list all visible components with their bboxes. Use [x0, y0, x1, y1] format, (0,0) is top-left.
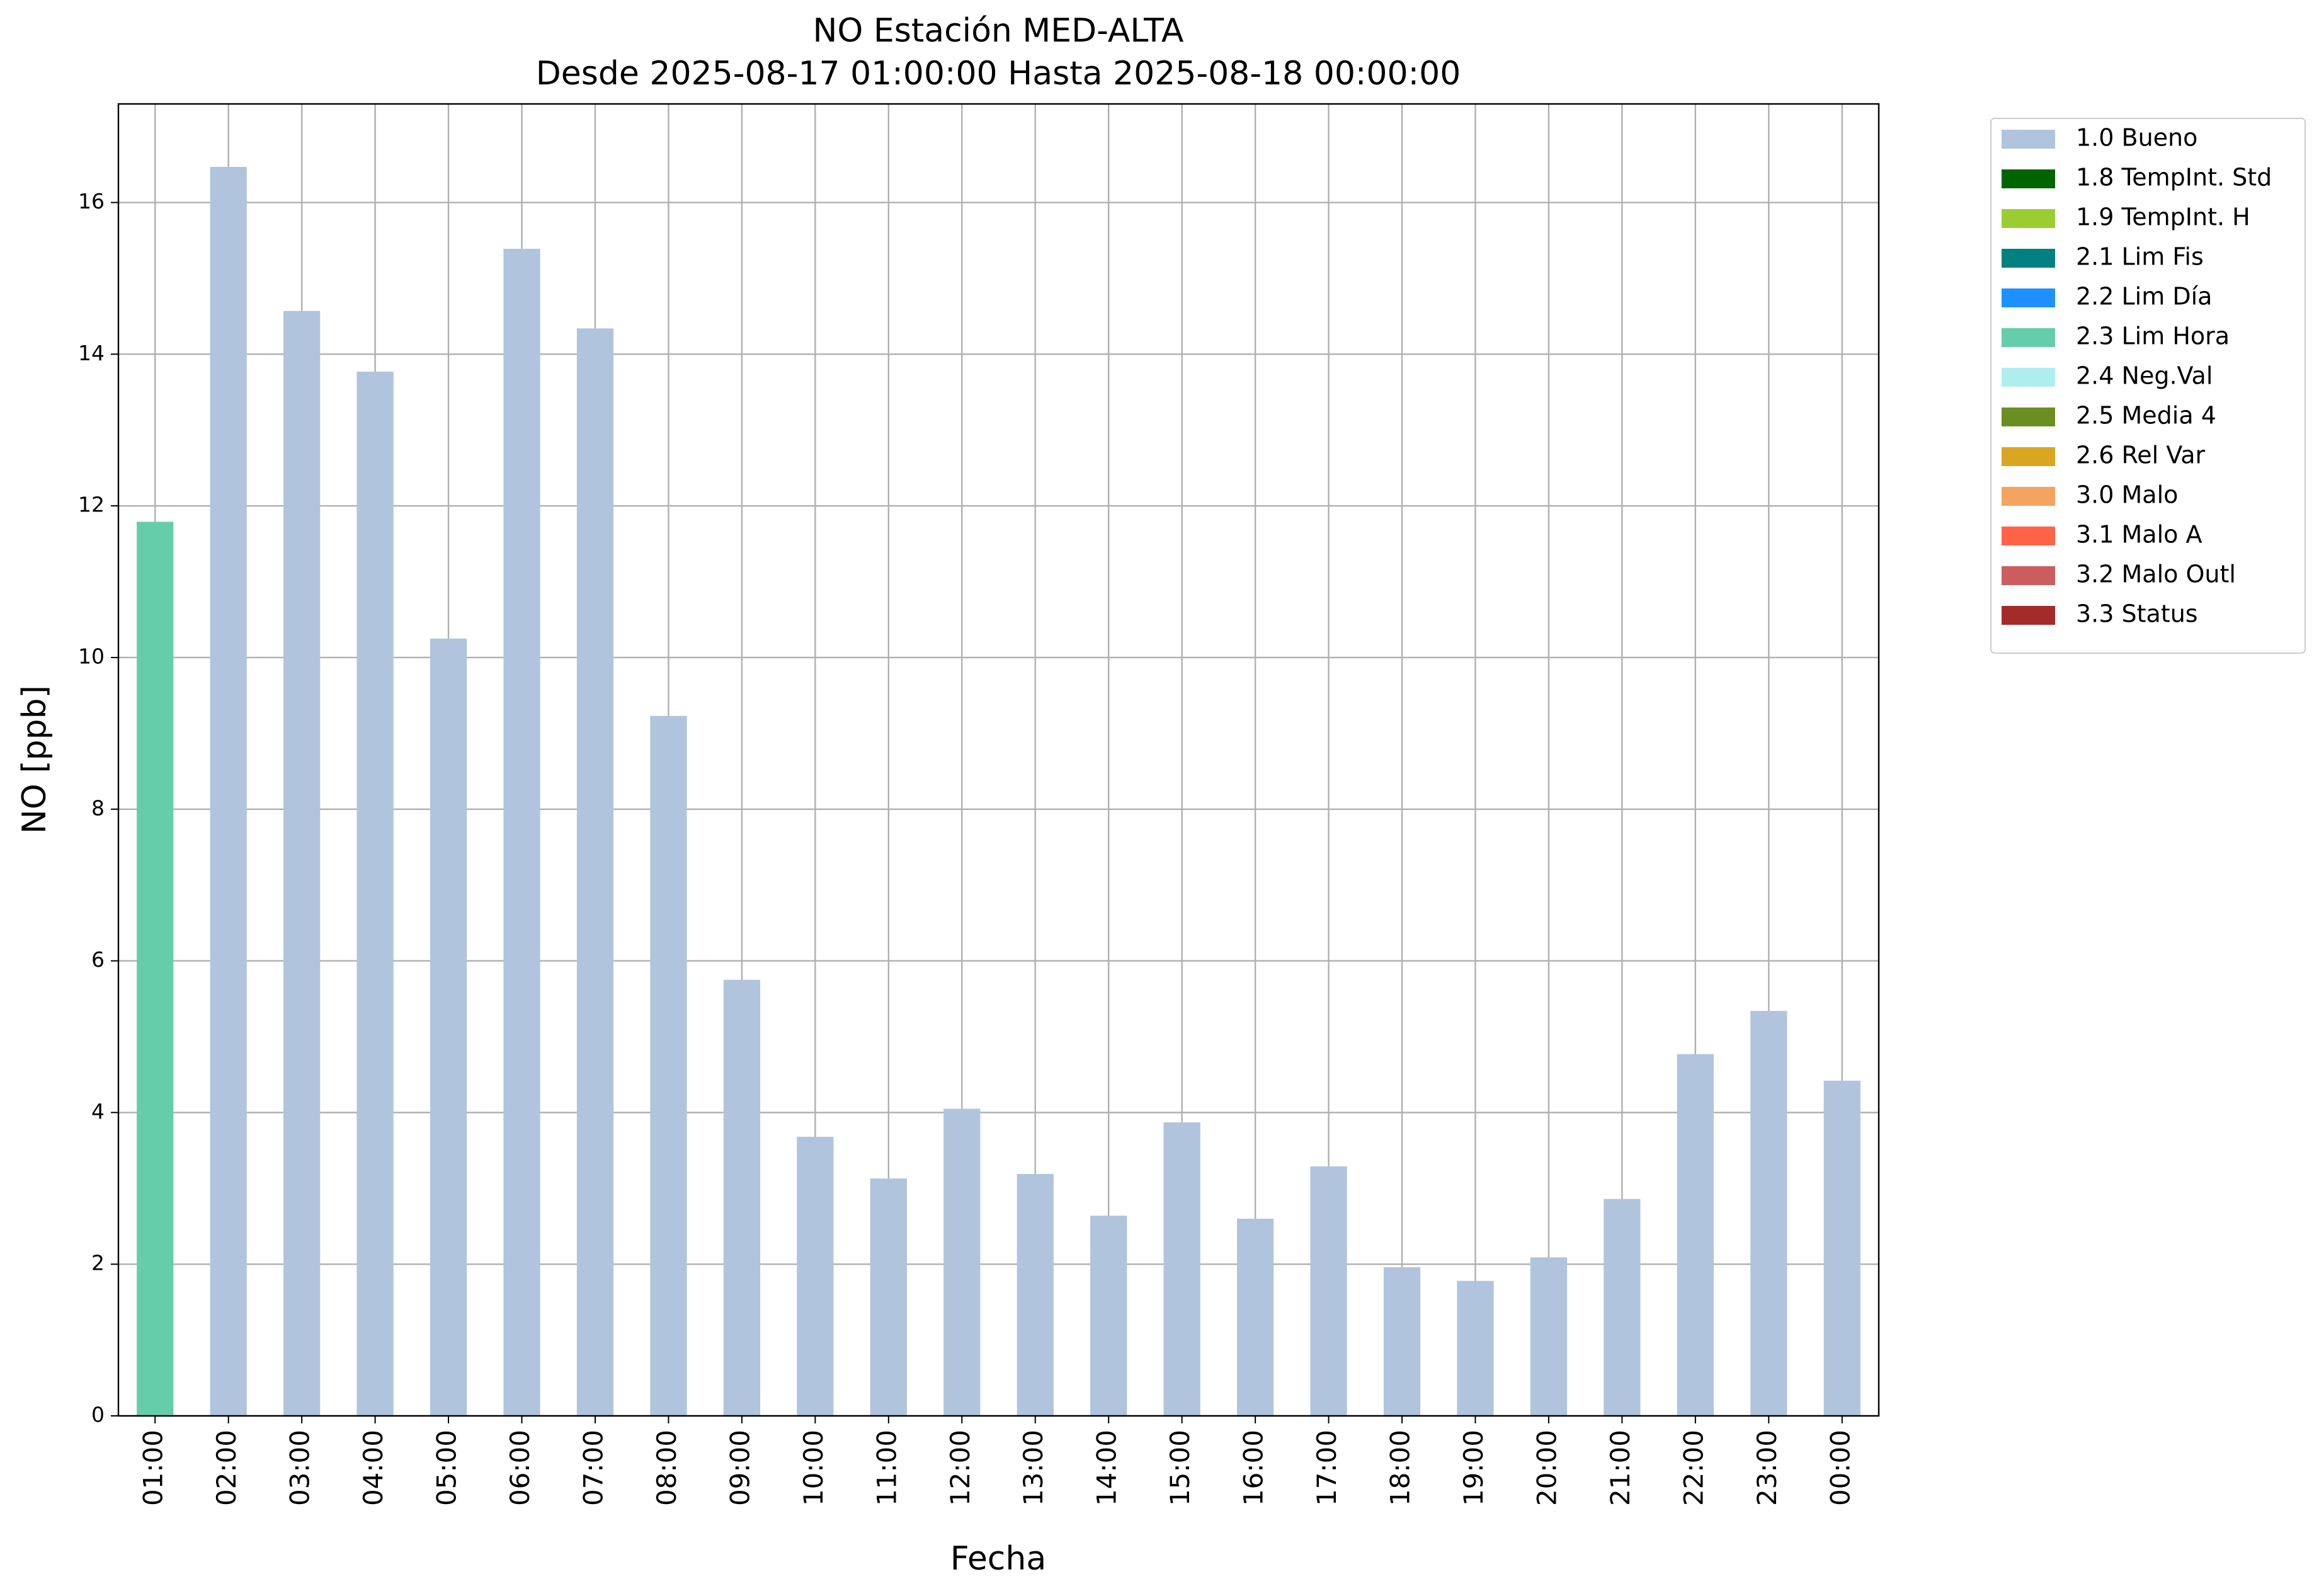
y-tick-label: 0 [91, 1403, 105, 1427]
bar [1383, 1267, 1421, 1416]
x-tick-label: 18:00 [1385, 1430, 1416, 1506]
x-tick-label: 11:00 [871, 1430, 902, 1506]
x-tick-label: 23:00 [1752, 1430, 1782, 1506]
bar [797, 1136, 834, 1416]
bar [870, 1178, 907, 1416]
y-axis-label: NO [ppb] [16, 685, 54, 834]
bar [503, 248, 540, 1416]
legend-label: 2.5 Media 4 [2076, 402, 2216, 430]
legend-swatch [2002, 249, 2055, 268]
x-tick-label: 16:00 [1238, 1430, 1269, 1506]
legend-swatch [2002, 487, 2055, 506]
bar [430, 638, 467, 1416]
bar [1750, 1011, 1787, 1416]
bar-layer [137, 166, 1860, 1416]
x-tick-label: 14:00 [1091, 1430, 1122, 1506]
x-tick-label: 07:00 [578, 1430, 608, 1506]
legend-swatch [2002, 209, 2055, 228]
x-tick-label: 13:00 [1018, 1430, 1049, 1506]
x-tick-label: 02:00 [211, 1430, 242, 1506]
legend-label: 3.1 Malo A [2076, 521, 2202, 549]
legend-swatch [2002, 606, 2055, 625]
x-tick-label: 22:00 [1678, 1430, 1709, 1506]
plot-frame [117, 103, 1880, 1417]
x-tick-label: 17:00 [1311, 1430, 1342, 1506]
legend-label: 2.1 Lim Fis [2076, 243, 2204, 271]
bar [356, 372, 394, 1416]
bar [1236, 1218, 1274, 1416]
x-tick-label: 19:00 [1458, 1430, 1489, 1506]
legend-swatch [2002, 566, 2055, 585]
bar [283, 311, 321, 1416]
x-axis-label: Fecha [950, 1540, 1046, 1578]
legend-label: 2.3 Lim Hora [2076, 322, 2230, 350]
legend-swatch [2002, 527, 2055, 545]
chart-subtitle: Desde 2025-08-17 01:00:00 Hasta 2025-08-… [536, 55, 1461, 93]
legend-swatch [2002, 328, 2055, 347]
bar [210, 166, 247, 1416]
y-tick-label: 10 [78, 644, 105, 668]
y-tick-label: 12 [78, 493, 105, 517]
legend-box [1990, 118, 2306, 654]
bar [1310, 1166, 1347, 1416]
y-tick-label: 4 [91, 1099, 105, 1124]
x-tick-label: 03:00 [285, 1430, 316, 1506]
bar [723, 979, 761, 1416]
legend-label: 1.8 TempInt. Std [2076, 164, 2272, 191]
legend-swatch [2002, 447, 2055, 466]
y-tick-label: 16 [78, 189, 105, 214]
x-tick-label: 10:00 [798, 1430, 829, 1506]
bar [943, 1109, 981, 1416]
chart-title: NO Estación MED-ALTA [813, 12, 1184, 50]
legend-label: 3.0 Malo [2076, 481, 2178, 509]
bar [1823, 1080, 1860, 1416]
legend-label: 2.2 Lim Día [2076, 283, 2212, 311]
legend-swatch [2002, 368, 2055, 387]
y-tick-label: 6 [91, 947, 105, 972]
bar [137, 522, 174, 1416]
bar [1457, 1280, 1494, 1416]
bar [1677, 1054, 1714, 1416]
x-tick-label: 05:00 [431, 1430, 462, 1506]
legend-swatch [2002, 130, 2055, 149]
bar [650, 715, 687, 1416]
bar [1090, 1216, 1127, 1416]
y-tick-label: 14 [78, 341, 105, 365]
x-tick-label: 01:00 [138, 1430, 169, 1506]
x-tick-label: 12:00 [945, 1430, 976, 1506]
bar [1017, 1173, 1054, 1416]
bar [1530, 1257, 1568, 1416]
bar [1163, 1122, 1200, 1416]
x-tick-label: 09:00 [724, 1430, 755, 1506]
bar [1604, 1199, 1641, 1416]
legend-swatch [2002, 288, 2055, 307]
x-tick-label: 15:00 [1165, 1430, 1195, 1506]
legend-label: 1.9 TempInt. H [2076, 203, 2250, 231]
bar [576, 328, 614, 1416]
x-tick-label: 06:00 [504, 1430, 535, 1506]
x-tick-label: 21:00 [1605, 1430, 1636, 1506]
x-tick-label: 00:00 [1825, 1430, 1855, 1506]
legend-swatch [2002, 169, 2055, 188]
x-tick-label: 08:00 [651, 1430, 682, 1506]
legend-label: 1.0 Bueno [2076, 124, 2197, 152]
legend-label: 3.3 Status [2076, 600, 2198, 628]
x-tick-label: 04:00 [358, 1430, 389, 1506]
x-tick-label: 20:00 [1531, 1430, 1562, 1506]
legend-label: 2.4 Neg.Val [2076, 362, 2213, 390]
legend-label: 3.2 Malo Outl [2076, 561, 2236, 588]
legend-label: 2.6 Rel Var [2076, 442, 2206, 469]
legend-swatch [2002, 408, 2055, 426]
y-tick-label: 8 [91, 795, 105, 820]
y-tick-label: 2 [91, 1251, 105, 1275]
